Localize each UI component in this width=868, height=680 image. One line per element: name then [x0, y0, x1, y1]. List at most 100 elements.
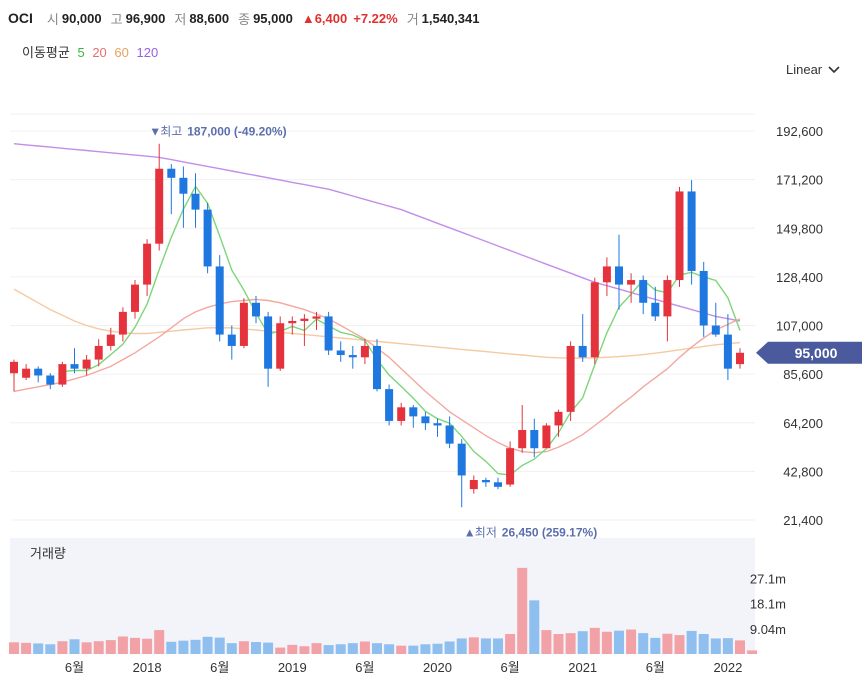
candle-body	[34, 368, 43, 376]
volume-bar	[190, 639, 201, 654]
candle-body	[385, 389, 394, 421]
candle-body	[155, 168, 164, 244]
volume-bar	[710, 638, 721, 654]
price-tick-label: 64,200	[783, 416, 823, 431]
volume-bar	[686, 630, 697, 654]
volume-bar	[674, 635, 685, 654]
candle-body	[433, 423, 442, 426]
volume-bar	[480, 638, 491, 654]
volume-bar	[541, 630, 552, 654]
ma-20-label: 20	[92, 45, 107, 60]
price-tick-label: 128,400	[776, 270, 823, 285]
candle-body	[627, 280, 636, 285]
volume-bar	[275, 647, 286, 654]
candle-body	[481, 480, 490, 483]
candle-body	[58, 364, 67, 385]
volume-bar	[117, 636, 128, 654]
price-tick-label: 171,200	[776, 173, 823, 188]
scale-selector[interactable]: Linear	[786, 62, 840, 77]
price-tick-label: 149,800	[776, 221, 823, 236]
volume-bar	[130, 637, 140, 654]
time-tick-label: 2018	[133, 660, 162, 675]
price-tick-label: 21,400	[783, 513, 823, 528]
current-price-badge: 95,000	[756, 341, 862, 364]
volume-bar	[251, 642, 261, 654]
volume-bar	[553, 633, 564, 654]
low-annotation: ▲ 최저 26,450 (259.17%)	[464, 526, 597, 540]
time-tick-label: 6월	[355, 660, 374, 675]
ma-5-label: 5	[77, 45, 85, 60]
candle-body	[82, 359, 91, 369]
candle-body	[324, 316, 333, 351]
volume-bar	[493, 638, 503, 654]
candle-body	[106, 334, 115, 346]
volume-bar	[601, 631, 612, 654]
volume-bar	[359, 641, 370, 654]
volume-bar	[105, 640, 116, 654]
current-price-badge-shape	[756, 341, 862, 364]
volume-bar	[517, 567, 528, 654]
volume-bar	[154, 630, 165, 654]
volume-label: 거	[406, 11, 419, 27]
moving-average-legend[interactable]: 이동평균 5 20 60 120	[22, 42, 162, 61]
candle-body	[687, 191, 696, 271]
volume-axis: 27.1m 18.1m 9.04m	[750, 572, 786, 637]
candle-body	[191, 193, 200, 210]
candle-body	[118, 311, 127, 335]
high-label: 고	[110, 11, 123, 27]
volume-bar	[589, 627, 600, 654]
volume-bar	[93, 641, 104, 654]
volume-tick-label: 27.1m	[750, 572, 786, 587]
volume-bar	[529, 600, 540, 654]
candle-body	[22, 368, 31, 378]
candle-body	[167, 168, 176, 178]
annotations: ▼ 최고 187,000 (-49.20%) ▲ 최저 26,450 (259.17%)	[149, 125, 597, 540]
volume-bar	[384, 644, 395, 654]
candle-body	[360, 345, 369, 358]
volume-bar	[408, 645, 419, 654]
volume-bar	[81, 642, 92, 654]
volume-tick-label: 9.04m	[750, 622, 786, 637]
price-tick-label: 192,600	[776, 124, 823, 139]
volume-bar	[57, 641, 68, 654]
volume-bar	[69, 639, 80, 654]
annotation-label: 최고	[160, 125, 182, 139]
scale-label: Linear	[786, 62, 823, 77]
volume-bar	[444, 641, 455, 654]
candle-body	[288, 320, 297, 324]
candle-body	[264, 316, 273, 369]
volume-bar	[202, 636, 213, 654]
volume-bar	[142, 638, 153, 654]
volume-bar	[577, 631, 588, 654]
time-tick-label: 2021	[568, 660, 597, 675]
volume-bar	[468, 637, 479, 654]
candle-body	[639, 280, 648, 303]
time-tick-label: 6월	[65, 660, 84, 675]
volume-bar	[698, 633, 709, 654]
candle-body	[675, 191, 684, 281]
candle-body	[736, 352, 744, 365]
time-tick-label: 2020	[423, 660, 452, 675]
volume-bar	[432, 643, 443, 654]
ma-legend-title: 이동평균	[22, 45, 70, 60]
candle-body	[373, 345, 381, 390]
high-value: 96,900	[125, 10, 166, 26]
open-label: 시	[46, 11, 59, 27]
candle-body	[554, 411, 563, 426]
candle-body	[300, 318, 309, 321]
volume-bar	[214, 637, 225, 654]
price-summary-header: OCI 시 90,000 고 96,900 저 88,600 종 95,000 ▲6,4…	[8, 8, 489, 28]
candle-body	[711, 325, 720, 335]
candle-body	[457, 443, 466, 476]
candle-body	[615, 266, 623, 285]
volume-bar	[626, 629, 637, 654]
volume-bar	[456, 638, 467, 654]
volume-bar	[347, 643, 358, 654]
volume-bar	[287, 644, 298, 654]
candle-body	[651, 302, 660, 317]
candle-body	[312, 316, 321, 319]
annotation-marker: ▲	[464, 526, 476, 540]
volume-bar	[638, 633, 649, 654]
candle-body	[409, 407, 418, 417]
